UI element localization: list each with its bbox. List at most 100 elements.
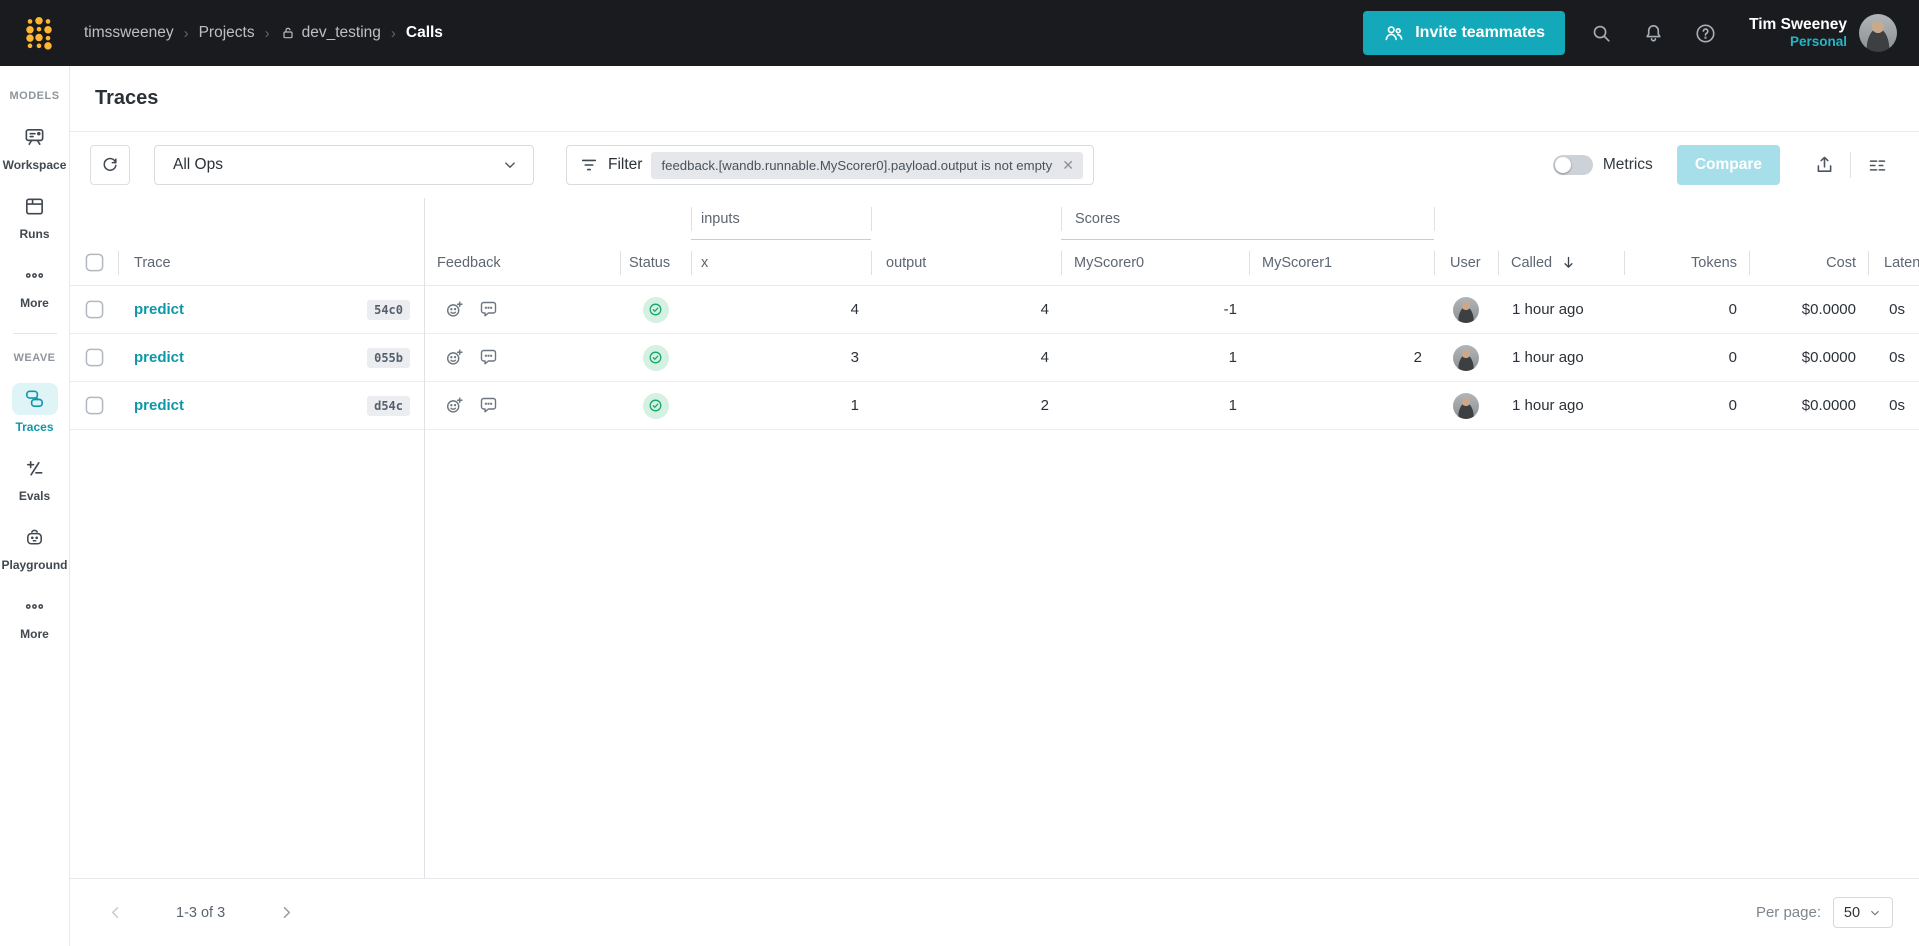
per-page-value: 50 xyxy=(1843,904,1861,921)
output-cell: 4 xyxy=(1040,301,1049,318)
lock-icon xyxy=(282,27,293,39)
row-checkbox[interactable] xyxy=(85,300,104,319)
table-row[interactable]: predict 54c0 xyxy=(70,286,1919,334)
add-reaction-icon[interactable] xyxy=(444,347,465,368)
trace-cell: predict d54c xyxy=(118,382,424,429)
select-all-checkbox[interactable] xyxy=(85,253,104,272)
trace-op-link[interactable]: predict xyxy=(134,301,185,318)
breadcrumb-project[interactable]: dev_testing xyxy=(280,24,381,42)
filter-bar[interactable]: Filter feedback.[wandb.runnable.MyScorer… xyxy=(566,145,1094,185)
people-icon xyxy=(1385,26,1403,41)
column-header-myscorer0[interactable]: MyScorer0 xyxy=(1061,240,1249,285)
metrics-toggle[interactable] xyxy=(1552,155,1593,175)
sidebar-item-label: Traces xyxy=(15,420,54,434)
trace-op-link[interactable]: predict xyxy=(134,397,185,414)
sidebar-item-label: More xyxy=(20,627,49,641)
column-header-input-x[interactable]: x xyxy=(691,240,871,285)
sidebar-item-more-models[interactable]: More xyxy=(12,259,58,310)
export-icon[interactable] xyxy=(1804,145,1844,185)
compare-button[interactable]: Compare xyxy=(1676,145,1780,185)
column-header-called[interactable]: Called xyxy=(1498,240,1624,285)
sidebar-item-runs[interactable]: Runs xyxy=(12,190,58,241)
refresh-icon xyxy=(103,157,117,171)
breadcrumb-current-page[interactable]: Calls xyxy=(405,24,443,41)
status-success-icon xyxy=(642,296,669,323)
notifications-bell-icon[interactable] xyxy=(1631,11,1675,55)
user-avatar xyxy=(1453,392,1479,419)
sidebar-item-traces[interactable]: Traces xyxy=(11,383,58,434)
column-header-feedback[interactable]: Feedback xyxy=(424,240,620,285)
group-header-inputs: inputs xyxy=(691,198,871,240)
call-id-chip: 54c0 xyxy=(367,299,410,320)
called-cell: 1 hour ago xyxy=(1512,349,1584,366)
comment-icon[interactable] xyxy=(478,395,499,416)
column-header-user[interactable]: User xyxy=(1434,240,1498,285)
user-menu[interactable]: Tim Sweeney Personal xyxy=(1749,15,1847,51)
search-icon[interactable] xyxy=(1579,11,1623,55)
comment-icon[interactable] xyxy=(478,347,499,368)
sidebar-item-evals[interactable]: Evals xyxy=(12,452,58,503)
next-page-icon[interactable] xyxy=(271,898,301,928)
chevron-down-icon xyxy=(1871,910,1879,915)
comment-icon[interactable] xyxy=(478,299,499,320)
input-x-cell: 1 xyxy=(850,397,859,414)
column-settings-icon[interactable] xyxy=(1857,145,1897,185)
cost-cell: $0.0000 xyxy=(1801,349,1856,366)
feedback-cell xyxy=(424,382,620,429)
navbar-icons xyxy=(1579,11,1727,55)
row-checkbox[interactable] xyxy=(85,348,104,367)
feedback-cell xyxy=(424,334,620,381)
more-dots-icon xyxy=(12,259,58,291)
latency-cell: 0s xyxy=(1889,397,1905,414)
add-reaction-icon[interactable] xyxy=(444,395,465,416)
status-cell xyxy=(620,286,691,333)
sidebar-item-label: Runs xyxy=(19,227,50,241)
filter-chip-remove-icon[interactable]: ✕ xyxy=(1062,157,1074,173)
main-content: Traces All Ops xyxy=(70,66,1919,946)
column-header-output[interactable]: output xyxy=(871,240,1061,285)
column-header-myscorer1[interactable]: MyScorer1 xyxy=(1249,240,1434,285)
breadcrumb-team[interactable]: timssweeney xyxy=(84,24,174,41)
table-row[interactable]: predict d54c xyxy=(70,382,1919,430)
refresh-button[interactable] xyxy=(90,145,130,185)
sidebar-item-label: More xyxy=(20,296,49,310)
sidebar-section-weave: WEAVE xyxy=(13,352,56,364)
row-checkbox[interactable] xyxy=(85,396,104,415)
breadcrumb-separator: › xyxy=(183,24,189,42)
sidebar-item-more-weave[interactable]: More xyxy=(12,590,58,641)
wandb-logo-icon[interactable] xyxy=(20,13,58,53)
workspace-board-icon xyxy=(12,121,58,153)
op-filter-select[interactable]: All Ops xyxy=(154,145,534,185)
sidebar-item-workspace[interactable]: Workspace xyxy=(3,121,66,172)
calls-table: inputs Scores Trace Feedback Status x ou… xyxy=(70,198,1919,878)
latency-cell: 0s xyxy=(1889,349,1905,366)
breadcrumb-separator: › xyxy=(390,24,396,42)
table-row[interactable]: predict 055b xyxy=(70,334,1919,382)
column-header-trace[interactable]: Trace xyxy=(118,240,424,285)
myscorer0-cell: 1 xyxy=(1228,349,1237,366)
help-icon[interactable] xyxy=(1683,11,1727,55)
cost-cell: $0.0000 xyxy=(1801,301,1856,318)
breadcrumb-projects[interactable]: Projects xyxy=(198,24,255,41)
column-header-tokens[interactable]: Tokens xyxy=(1624,240,1749,285)
sidebar-item-playground[interactable]: Playground xyxy=(1,521,68,572)
add-reaction-icon[interactable] xyxy=(444,299,465,320)
trace-op-link[interactable]: predict xyxy=(134,349,185,366)
page-title-bar: Traces xyxy=(70,66,1919,132)
user-cell xyxy=(1434,382,1498,429)
group-cell-empty xyxy=(1434,198,1919,240)
filter-chip[interactable]: feedback.[wandb.runnable.MyScorer0].payl… xyxy=(651,151,1083,179)
myscorer0-cell: -1 xyxy=(1223,301,1237,318)
feedback-cell xyxy=(424,286,620,333)
per-page-select[interactable]: 50 xyxy=(1833,897,1893,928)
invite-teammates-button[interactable]: Invite teammates xyxy=(1363,11,1566,55)
column-header-status[interactable]: Status xyxy=(620,240,691,285)
cost-cell: $0.0000 xyxy=(1801,397,1856,414)
row-checkbox-cell xyxy=(70,286,118,333)
previous-page-icon[interactable] xyxy=(100,898,130,928)
column-header-latency[interactable]: Latency xyxy=(1868,240,1919,285)
user-avatar[interactable] xyxy=(1859,14,1897,52)
column-header-cost[interactable]: Cost xyxy=(1749,240,1868,285)
sidebar-item-label: Playground xyxy=(1,558,68,572)
